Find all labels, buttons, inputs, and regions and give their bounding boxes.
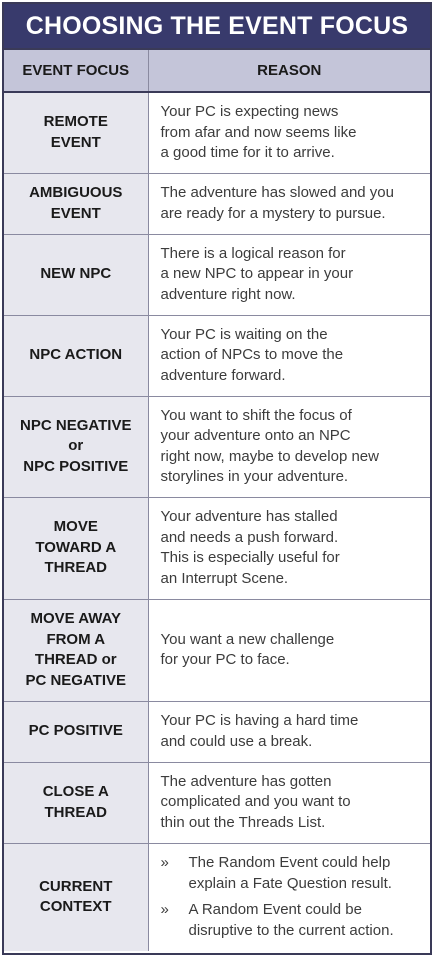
reason-cell: » The Random Event could help explain a … xyxy=(148,842,430,951)
event-focus-cell: NEW NPC xyxy=(4,233,149,315)
event-focus-line: CURRENT xyxy=(39,877,113,895)
reason-text: You want to shift the focus of your adve… xyxy=(160,406,379,486)
header-reason: REASON xyxy=(148,50,430,93)
event-focus-line: CONTEXT xyxy=(39,898,112,916)
event-focus-line: REMOTE xyxy=(43,113,108,131)
reason-text: You want a new challenge for your PC to … xyxy=(160,630,335,669)
event-focus-line: NPC POSITIVE xyxy=(23,457,129,475)
event-focus-line: or xyxy=(68,437,84,455)
table-row: CLOSE A THREAD The adventure has gotten … xyxy=(4,761,430,843)
event-focus-cell: REMOTE EVENT xyxy=(4,92,149,173)
reason-text: Your PC is waiting on the action of NPCs… xyxy=(160,325,344,384)
event-focus-line: FROM A xyxy=(46,630,106,648)
event-focus-line: PC NEGATIVE xyxy=(25,671,127,689)
reason-text: The adventure has slowed and you are rea… xyxy=(160,184,395,222)
event-focus-line: NPC NEGATIVE xyxy=(20,416,132,434)
reason-text: The adventure has gotten complicated and… xyxy=(160,772,351,831)
bullet-text: The Random Event could help explain a Fa… xyxy=(188,854,392,892)
event-focus-cell: PC POSITIVE xyxy=(4,700,149,762)
event-focus-line: THREAD xyxy=(44,803,108,821)
reason-cell: The adventure has gotten complicated and… xyxy=(148,761,430,843)
event-focus-cell: MOVE TOWARD A THREAD xyxy=(4,496,149,599)
event-focus-line: EVENT xyxy=(50,204,101,222)
reason-cell: Your PC is expecting news from afar and … xyxy=(148,92,430,173)
header-row: EVENT FOCUS REASON xyxy=(4,50,430,93)
table-row: NEW NPC There is a logical reason for a … xyxy=(4,233,430,315)
event-focus-line: NEW NPC xyxy=(40,265,112,283)
table-row: NPC NEGATIVE or NPC POSITIVE You want to… xyxy=(4,395,430,497)
reason-cell: There is a logical reason for a new NPC … xyxy=(148,233,430,315)
reason-cell: Your PC is having a hard time and could … xyxy=(148,700,430,762)
reason-bullet-list: » The Random Event could help explain a … xyxy=(161,853,423,941)
table-row: NPC ACTION Your PC is waiting on the act… xyxy=(4,314,430,396)
event-focus-line: PC POSITIVE xyxy=(28,722,123,740)
event-focus-line: EVENT xyxy=(50,133,101,151)
reason-cell: Your adventure has stalled and needs a p… xyxy=(148,496,430,599)
reason-cell: You want to shift the focus of your adve… xyxy=(148,395,430,497)
event-focus-cell: CURRENT CONTEXT xyxy=(4,842,149,951)
table-row: AMBIGUOUS EVENT The adventure has slowed… xyxy=(4,172,430,234)
event-focus-table: EVENT FOCUS REASON REMOTE EVENT Your PC … xyxy=(4,50,430,951)
event-focus-line: CLOSE A xyxy=(42,783,109,800)
reason-text: Your adventure has stalled and needs a p… xyxy=(160,508,340,587)
event-focus-line: MOVE AWAY xyxy=(30,610,122,627)
event-focus-line: AMBIGUOUS xyxy=(29,184,123,201)
reason-text: There is a logical reason for a new NPC … xyxy=(160,244,354,303)
reason-cell: Your PC is waiting on the action of NPCs… xyxy=(148,314,430,396)
list-item: » The Random Event could help explain a … xyxy=(161,853,423,894)
event-focus-cell: MOVE AWAY FROM A THREAD or PC NEGATIVE xyxy=(4,598,149,701)
table-row: PC POSITIVE Your PC is having a hard tim… xyxy=(4,700,430,762)
event-focus-line: TOWARD A xyxy=(35,538,117,556)
list-item: » A Random Event could be disruptive to … xyxy=(161,900,423,941)
event-focus-cell: CLOSE A THREAD xyxy=(4,761,149,843)
table-row: MOVE AWAY FROM A THREAD or PC NEGATIVE Y… xyxy=(4,598,430,701)
table-row: CURRENT CONTEXT » The Random Event could… xyxy=(4,842,430,951)
reason-text: Your PC is having a hard time and could … xyxy=(160,712,359,750)
table-title: CHOOSING THE EVENT FOCUS xyxy=(4,4,430,50)
event-focus-line: THREAD or xyxy=(34,651,117,668)
event-focus-cell: NPC ACTION xyxy=(4,314,149,396)
reason-text: Your PC is expecting news from afar and … xyxy=(160,103,357,161)
reason-cell: You want a new challenge for your PC to … xyxy=(148,598,430,701)
event-focus-line: MOVE xyxy=(53,518,98,536)
bullet-text: A Random Event could be disruptive to th… xyxy=(188,901,394,939)
event-focus-cell: AMBIGUOUS EVENT xyxy=(4,172,149,234)
event-focus-cell: NPC NEGATIVE or NPC POSITIVE xyxy=(4,395,149,497)
chevron-right-icon: » xyxy=(160,901,169,919)
table-row: MOVE TOWARD A THREAD Your adventure has … xyxy=(4,496,430,599)
table-row: REMOTE EVENT Your PC is expecting news f… xyxy=(4,92,430,173)
chevron-right-icon: » xyxy=(160,854,169,872)
header-event-focus: EVENT FOCUS xyxy=(4,50,149,93)
reason-cell: The adventure has slowed and you are rea… xyxy=(148,172,430,234)
event-focus-line: THREAD xyxy=(44,559,108,577)
event-focus-line: NPC ACTION xyxy=(29,346,123,364)
